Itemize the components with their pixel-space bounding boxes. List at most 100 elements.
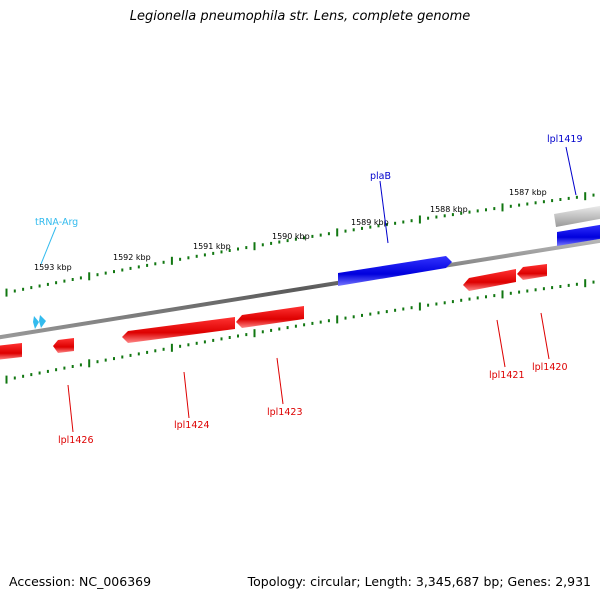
gene-lpl1423[interactable] bbox=[236, 306, 304, 328]
minor-tick bbox=[509, 204, 512, 208]
map-title: Legionella pneumophila str. Lens, comple… bbox=[129, 9, 471, 24]
gene-lpl1426[interactable] bbox=[53, 338, 74, 353]
minor-tick bbox=[71, 278, 74, 281]
minor-tick bbox=[179, 344, 182, 348]
minor-tick bbox=[352, 315, 355, 319]
label-plaB: plaB bbox=[370, 171, 391, 182]
minor-tick bbox=[30, 286, 33, 290]
minor-tick bbox=[187, 256, 190, 260]
scale-labels: 1593 kbp 1592 kbp 1591 kbp 1590 kbp 1589… bbox=[34, 188, 547, 272]
minor-tick bbox=[294, 324, 297, 328]
minor-tick bbox=[245, 246, 248, 250]
minor-tick bbox=[261, 330, 264, 334]
minor-tick bbox=[55, 281, 58, 285]
minor-tick bbox=[377, 311, 380, 315]
minor-tick bbox=[22, 287, 25, 291]
minor-tick bbox=[385, 223, 388, 227]
leader-lpl1420 bbox=[540, 312, 550, 360]
leader-lpl1419 bbox=[565, 146, 577, 196]
minor-tick bbox=[575, 195, 578, 199]
minor-tick bbox=[38, 371, 41, 375]
minor-tick bbox=[559, 285, 562, 288]
major-tick bbox=[501, 203, 504, 212]
minor-tick bbox=[369, 312, 372, 316]
gene-lpl1421[interactable] bbox=[463, 269, 516, 291]
minor-tick bbox=[534, 288, 537, 292]
minor-tick bbox=[551, 199, 554, 203]
minor-tick bbox=[435, 302, 438, 306]
minor-tick bbox=[286, 326, 289, 330]
minor-tick bbox=[385, 310, 388, 314]
minor-tick bbox=[468, 210, 471, 214]
minor-tick bbox=[476, 296, 479, 300]
minor-tick bbox=[162, 260, 165, 264]
minor-tick bbox=[270, 241, 273, 245]
major-tick bbox=[253, 242, 256, 251]
label-leaders bbox=[40, 146, 577, 433]
minor-tick bbox=[402, 307, 405, 311]
minor-tick bbox=[278, 327, 281, 331]
gene-lpl1420[interactable] bbox=[517, 264, 547, 280]
minor-tick bbox=[261, 243, 264, 247]
minor-tick bbox=[493, 294, 496, 298]
minor-tick bbox=[187, 343, 190, 347]
minor-tick bbox=[195, 341, 198, 345]
minor-tick bbox=[451, 213, 454, 217]
minor-tick bbox=[270, 328, 273, 332]
minor-tick bbox=[79, 363, 82, 367]
minor-tick bbox=[542, 287, 545, 291]
label-lpl1420: lpl1420 bbox=[532, 362, 568, 373]
minor-tick bbox=[179, 257, 182, 261]
minor-tick bbox=[129, 266, 132, 270]
gene-lpl1419[interactable] bbox=[557, 224, 600, 246]
minor-tick bbox=[427, 216, 430, 220]
leader-lpl1421 bbox=[496, 319, 506, 368]
major-tick bbox=[418, 302, 421, 311]
minor-tick bbox=[303, 323, 306, 327]
leader-lpl1424 bbox=[183, 371, 190, 419]
minor-tick bbox=[427, 303, 430, 307]
minor-tick bbox=[526, 289, 529, 293]
minor-tick bbox=[96, 360, 99, 364]
minor-tick bbox=[195, 254, 198, 258]
minor-tick bbox=[534, 201, 537, 205]
minor-tick bbox=[361, 226, 363, 230]
label-trna-arg: tRNA-Arg bbox=[35, 217, 78, 228]
minor-tick bbox=[319, 320, 322, 324]
minor-tick bbox=[212, 251, 215, 255]
scale-label: 1589 kbp bbox=[351, 218, 389, 227]
minor-tick bbox=[327, 232, 330, 236]
trna-arg-feature[interactable] bbox=[33, 315, 46, 329]
minor-tick bbox=[294, 237, 297, 241]
minor-tick bbox=[79, 276, 82, 280]
major-tick bbox=[501, 290, 504, 299]
minor-tick bbox=[319, 233, 322, 237]
minor-tick bbox=[542, 200, 545, 204]
scale-label: 1588 kbp bbox=[430, 205, 468, 214]
minor-tick bbox=[377, 224, 380, 228]
leader-trna-arg bbox=[40, 226, 57, 265]
minor-tick bbox=[286, 239, 289, 243]
minor-tick bbox=[567, 196, 570, 200]
gene-plaB[interactable] bbox=[338, 256, 452, 286]
minor-tick bbox=[551, 286, 554, 290]
minor-tick bbox=[96, 273, 99, 277]
minor-tick bbox=[410, 219, 413, 223]
label-lpl1419: lpl1419 bbox=[547, 134, 583, 145]
minor-tick bbox=[402, 220, 405, 224]
minor-tick bbox=[228, 249, 231, 252]
minor-tick bbox=[203, 340, 206, 344]
minor-tick bbox=[575, 282, 578, 286]
minor-tick bbox=[154, 262, 157, 266]
scale-ticks-inner bbox=[5, 279, 595, 384]
minor-tick bbox=[361, 313, 363, 317]
minor-tick bbox=[13, 289, 16, 293]
major-tick bbox=[336, 228, 339, 237]
major-tick bbox=[88, 272, 91, 281]
minor-tick bbox=[592, 280, 595, 284]
gene-lpl1424[interactable] bbox=[122, 317, 235, 343]
minor-tick bbox=[476, 209, 479, 213]
minor-tick bbox=[493, 207, 496, 211]
